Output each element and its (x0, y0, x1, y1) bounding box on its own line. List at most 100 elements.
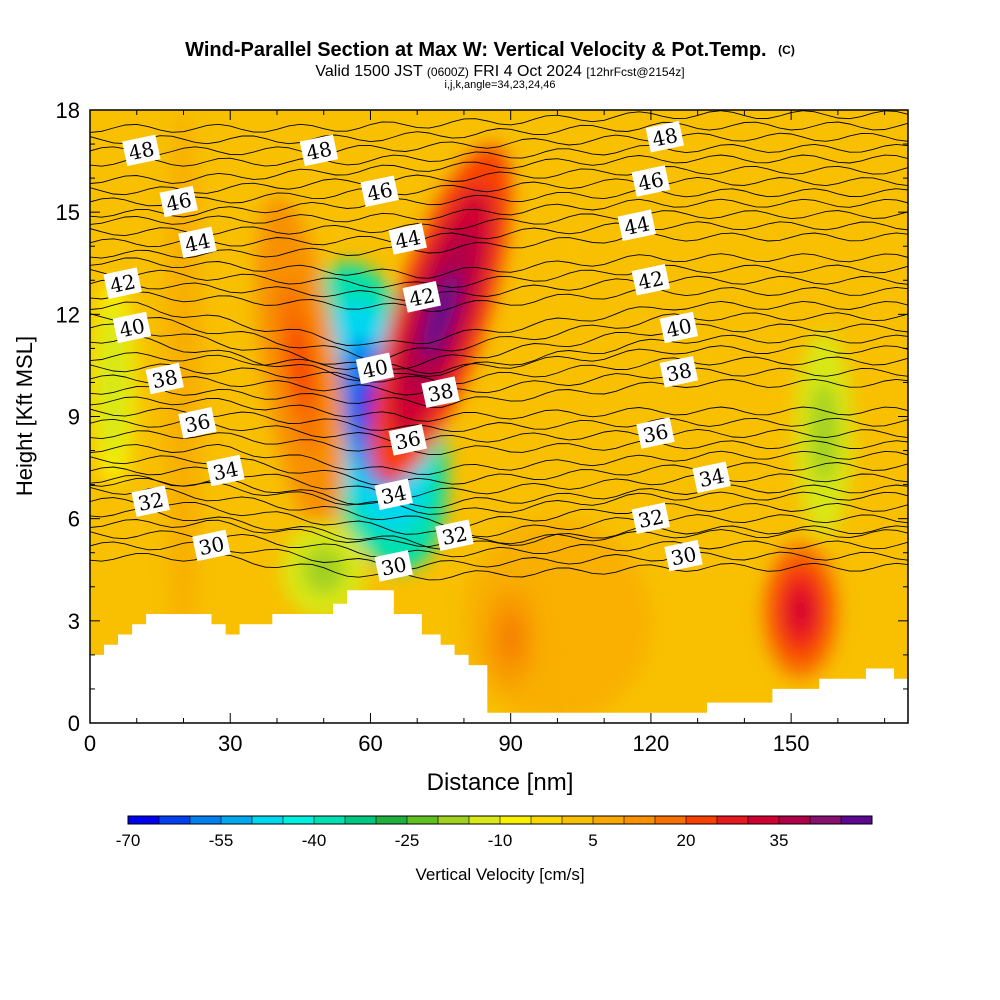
contour-label: 40 (355, 352, 395, 385)
isentrope-line (90, 345, 908, 375)
colorbar-tick-label: -40 (302, 831, 327, 850)
contour-label: 34 (692, 461, 731, 494)
x-axis: 0 30 60 90 120 150 (84, 110, 886, 756)
isentrope-line (90, 264, 908, 289)
contour-label-text: 48 (650, 123, 680, 152)
contour-label-box (659, 311, 699, 344)
isentrope-line (90, 486, 908, 529)
colorbar-swatch (686, 816, 718, 824)
field-band (463, 518, 651, 723)
contour-label-box (374, 478, 413, 511)
downdraft-core (816, 407, 831, 460)
colorbar-swatch (407, 816, 439, 824)
chart-indices: i,j,k,angle=34,23,24,46 (444, 79, 555, 91)
colorbar-swatch (593, 816, 625, 824)
x-tick-label: 30 (218, 731, 242, 756)
x-tick-label: 90 (498, 731, 522, 756)
contour-label-text: 44 (393, 225, 423, 254)
isentrope-line (90, 396, 908, 422)
colorbar-tick-label: 35 (770, 831, 789, 850)
contour-label-text: 46 (365, 177, 395, 206)
contour-label: 32 (631, 502, 671, 534)
isentrope-line (90, 407, 908, 433)
colorbar: -70 -55 -40 -25 -10 5 20 35 (116, 815, 873, 850)
isentrope-line (90, 474, 908, 515)
contour-label-text: 34 (211, 457, 241, 486)
contour-label-text: 34 (379, 480, 409, 509)
colorbar-swatch (438, 816, 470, 824)
colorbar-swatch (500, 816, 532, 824)
updraft-core (791, 593, 810, 628)
contour-label-text: 40 (664, 314, 694, 343)
y-tick-label: 18 (56, 98, 80, 123)
contour-label-text: 36 (183, 409, 213, 438)
contour-label: 34 (206, 454, 245, 487)
contour-label-text: 32 (636, 504, 666, 533)
contour-label-text: 32 (440, 521, 470, 550)
contour-label: 36 (388, 424, 427, 456)
colorbar-tick-label: -70 (116, 831, 141, 850)
contour-label-text: 36 (641, 419, 671, 448)
isentrope-line (90, 443, 908, 475)
contour-label: 46 (159, 185, 198, 218)
contour-label-box (435, 519, 474, 551)
y-tick-label: 15 (56, 200, 80, 225)
y-tick-label: 12 (56, 302, 80, 327)
chart-title: Wind-Parallel Section at Max W: Vertical… (185, 39, 795, 61)
isentrope-line (90, 221, 908, 248)
isentrope-line (90, 176, 908, 207)
contour-label-text: 36 (393, 426, 423, 455)
contour-label-text: 40 (360, 354, 390, 383)
contour-label-text: 30 (379, 552, 409, 581)
updraft-core (422, 272, 459, 357)
isentrope-line (90, 334, 908, 382)
colorbar-tick-label: 20 (677, 831, 696, 850)
contour-label: 46 (360, 175, 399, 208)
contour-label-text: 38 (150, 365, 180, 394)
colorbar-swatch (190, 816, 222, 824)
contour-label-box (131, 485, 170, 517)
colorbar-swatch (469, 816, 501, 824)
colorbar-swatch (841, 816, 873, 824)
contour-label: 38 (659, 355, 699, 388)
isentrope-line (90, 110, 908, 133)
contour-label-text: 30 (669, 542, 699, 571)
contour-label: 32 (435, 519, 474, 551)
colorbar-swatch (252, 816, 284, 824)
contour-label-box (402, 281, 441, 313)
y-tick-label: 6 (68, 507, 80, 532)
colorbar-swatch (376, 816, 408, 824)
contour-label: 42 (402, 281, 441, 313)
contour-label-text: 46 (164, 188, 194, 217)
copyright-mark: (C) (778, 43, 795, 57)
contour-label-text: 42 (636, 266, 666, 295)
contour-label-text: 38 (426, 378, 456, 407)
contour-label-box (145, 362, 184, 395)
colorbar-swatch (345, 816, 377, 824)
contour-label-box (631, 264, 671, 296)
updraft-core (289, 323, 312, 408)
contour-label-box (617, 209, 657, 242)
contour-label-text: 48 (126, 136, 156, 165)
isentrope-line (90, 418, 908, 445)
y-axis-label: Height [Kft MSL] (12, 336, 37, 496)
contour-label-text: 48 (304, 136, 334, 165)
colorbar-swatch (779, 816, 811, 824)
contour-label-text: 40 (117, 314, 147, 343)
y-tick-label: 0 (68, 711, 80, 736)
contour-label: 44 (617, 209, 657, 242)
contour-label-box (122, 134, 161, 167)
y-tick-label: 9 (68, 405, 80, 430)
x-tick-label: 120 (633, 731, 670, 756)
contour-label: 32 (131, 485, 170, 517)
isentrope-line (90, 232, 908, 259)
isentrope-line (90, 154, 908, 184)
contour-label-box (206, 454, 245, 487)
colorbar-swatch (283, 816, 315, 824)
contour-label-text: 34 (697, 463, 727, 492)
colorbar-tick-label: -10 (488, 831, 513, 850)
contour-label-box (388, 424, 427, 456)
contour-label-box (112, 311, 152, 344)
field-band (697, 110, 792, 587)
